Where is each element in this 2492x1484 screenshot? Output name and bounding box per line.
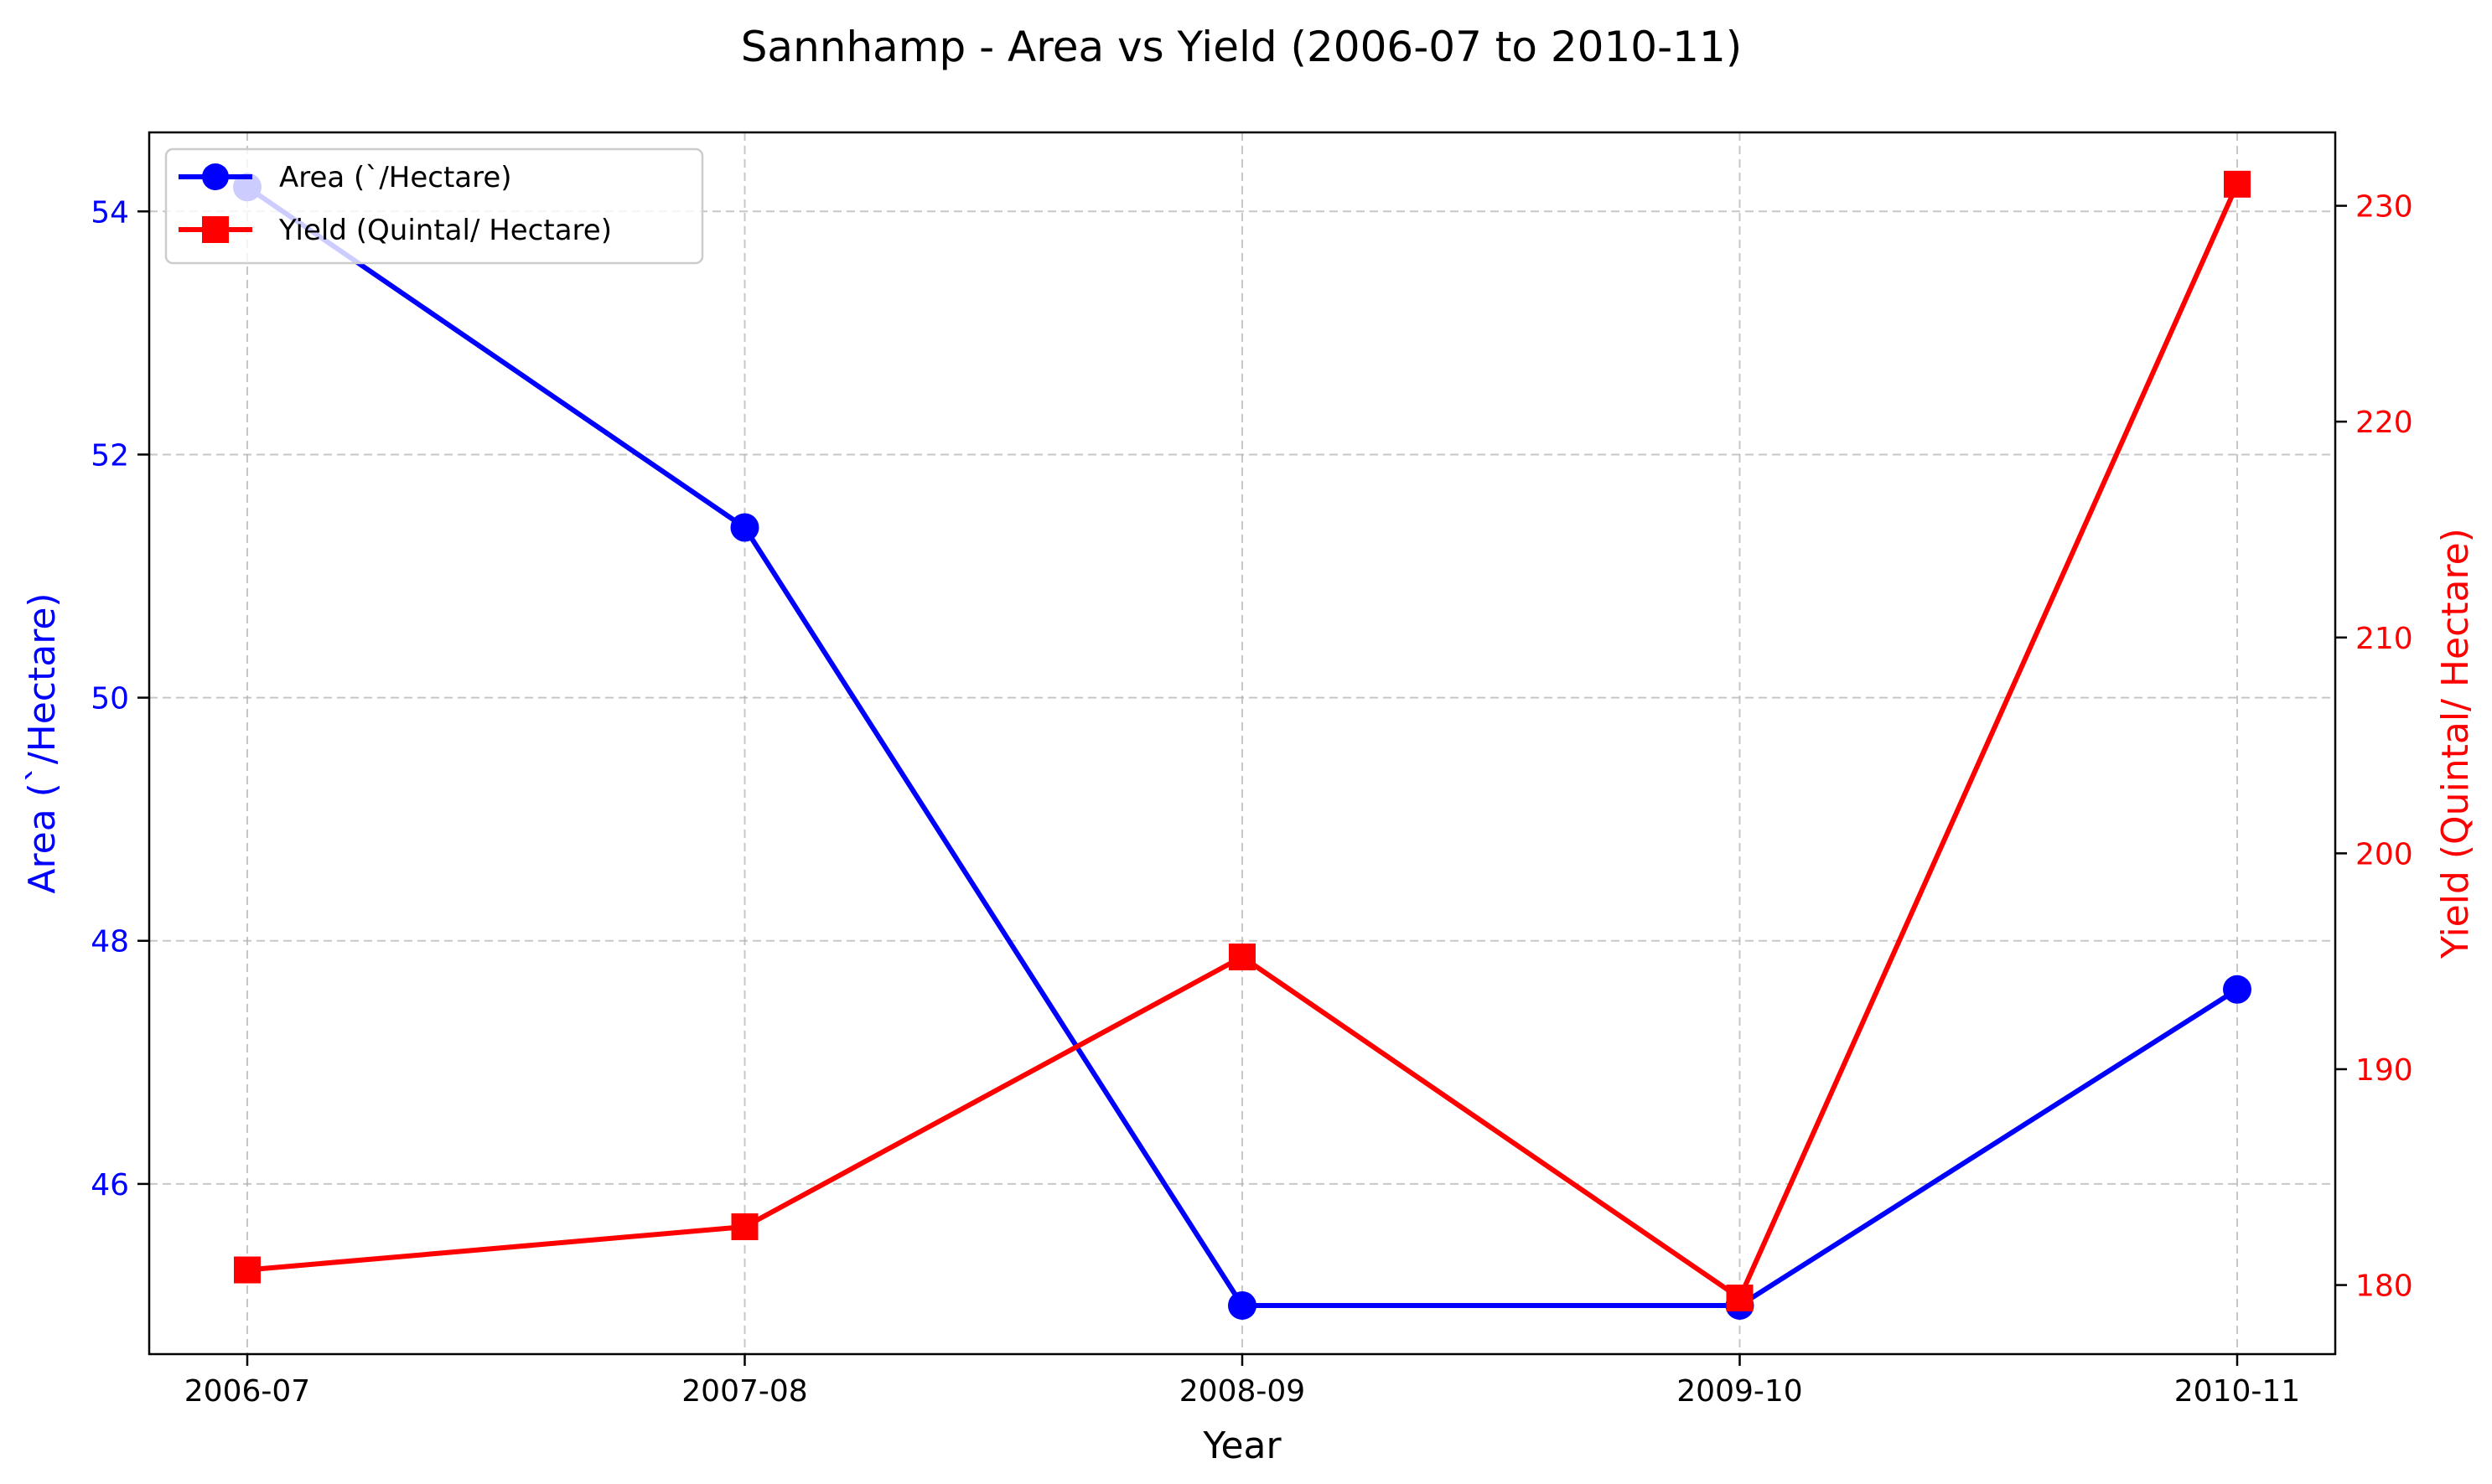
x-axis: 2006-07 2007-08 2008-09 2009-10 2010-11	[184, 1354, 2300, 1409]
legend-label-area: Area (`/Hectare)	[279, 161, 512, 194]
x-tick-label: 2006-07	[184, 1374, 310, 1409]
x-tick-label: 2007-08	[681, 1374, 807, 1409]
chart-title: Sannhamp - Area vs Yield (2006-07 to 201…	[741, 23, 1743, 71]
y-right-tick-label: 210	[2355, 622, 2413, 656]
series	[233, 170, 2251, 1320]
data-point-area	[2223, 975, 2251, 1004]
x-tick-label: 2008-09	[1179, 1374, 1305, 1409]
data-point-yield	[731, 1213, 759, 1241]
y-left-tick-label: 48	[91, 925, 129, 959]
y-left-tick-label: 54	[91, 195, 129, 230]
data-point-yield	[1229, 944, 1256, 971]
data-point-yield	[2224, 170, 2251, 198]
y-axis-right: 180 190 200 210 220 230	[2335, 190, 2413, 1304]
y-axis-left: 46 48 50 52 54	[91, 195, 149, 1202]
legend-label-yield: Yield (Quintal/ Hectare)	[278, 214, 612, 247]
data-point-yield	[234, 1256, 261, 1284]
data-point-area	[730, 513, 759, 542]
x-tick-label: 2010-11	[2174, 1374, 2300, 1409]
x-tick-label: 2009-10	[1676, 1374, 1802, 1409]
y-right-tick-label: 220	[2355, 406, 2413, 440]
legend-marker-yield	[202, 216, 229, 243]
y-right-tick-label: 200	[2355, 837, 2413, 871]
y-right-tick-label: 180	[2355, 1269, 2413, 1304]
y-right-tick-label: 190	[2355, 1053, 2413, 1088]
y-left-tick-label: 52	[91, 438, 129, 473]
legend-frame	[164, 147, 704, 265]
y-right-tick-label: 230	[2355, 190, 2413, 225]
legend-marker-area	[202, 163, 229, 190]
y-left-tick-label: 50	[91, 682, 129, 716]
y-axis-right-label: Yield (Quintal/ Hectare)	[2434, 528, 2477, 959]
y-left-tick-label: 46	[91, 1168, 129, 1202]
data-point-area	[1228, 1290, 1256, 1320]
y-axis-left-label: Area (`/Hectare)	[21, 592, 64, 893]
grid	[149, 132, 2335, 1354]
data-point-yield	[1726, 1285, 1754, 1312]
legend: Area (`/Hectare) Yield (Quintal/ Hectare…	[164, 147, 704, 265]
x-axis-label: Year	[1202, 1425, 1282, 1467]
